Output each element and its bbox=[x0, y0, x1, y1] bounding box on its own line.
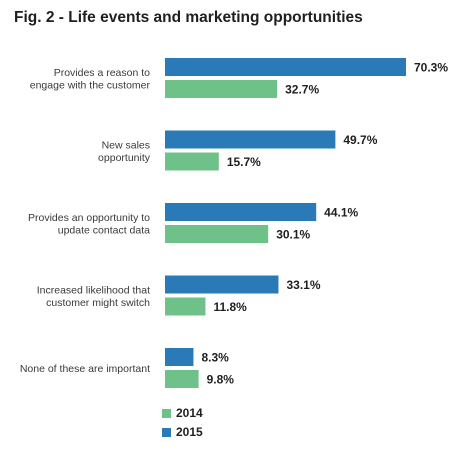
value-label-2015: 49.7% bbox=[343, 133, 377, 147]
category-label: opportunity bbox=[98, 152, 151, 164]
legend-swatch-2014 bbox=[162, 408, 171, 418]
value-label-2014: 11.8% bbox=[213, 300, 247, 314]
bar-2015 bbox=[165, 348, 194, 366]
category-label: engage with the customer bbox=[30, 79, 151, 91]
legend-label-2014: 2014 bbox=[176, 406, 203, 420]
value-label-2015: 70.3% bbox=[414, 61, 448, 75]
bar-2015 bbox=[165, 130, 336, 149]
chart-title: Fig. 2 - Life events and marketing oppor… bbox=[14, 9, 363, 26]
legend: 2014 2015 bbox=[162, 405, 203, 443]
category-label: None of these are important bbox=[20, 363, 150, 375]
category-label: Provides a reason to bbox=[54, 67, 150, 79]
category-label: Increased likelihood that bbox=[37, 284, 150, 296]
bar-2014 bbox=[165, 152, 219, 171]
category-label: customer might switch bbox=[46, 297, 150, 309]
legend-label-2015: 2015 bbox=[176, 425, 203, 439]
bar-2014 bbox=[165, 297, 206, 316]
value-label-2014: 15.7% bbox=[227, 155, 261, 169]
legend-swatch-2015 bbox=[162, 427, 171, 437]
value-label-2015: 8.3% bbox=[201, 351, 229, 365]
bar-2015 bbox=[165, 58, 406, 76]
legend-item-2014: 2014 bbox=[162, 405, 203, 421]
category-label: Provides an opportunity to bbox=[28, 212, 150, 224]
value-label-2014: 30.1% bbox=[276, 228, 310, 242]
bar-2014 bbox=[165, 225, 269, 243]
value-label-2014: 9.8% bbox=[207, 373, 235, 387]
bar-2014 bbox=[165, 370, 199, 388]
value-label-2015: 44.1% bbox=[324, 206, 358, 220]
category-label: New sales bbox=[102, 139, 150, 151]
value-label-2015: 33.1% bbox=[286, 278, 320, 292]
category-label: update contact data bbox=[58, 224, 150, 236]
value-label-2014: 32.7% bbox=[285, 83, 319, 97]
legend-item-2015: 2015 bbox=[162, 424, 203, 440]
bar-2014 bbox=[165, 80, 278, 98]
bar-2015 bbox=[165, 203, 317, 221]
bar-2015 bbox=[165, 275, 279, 294]
